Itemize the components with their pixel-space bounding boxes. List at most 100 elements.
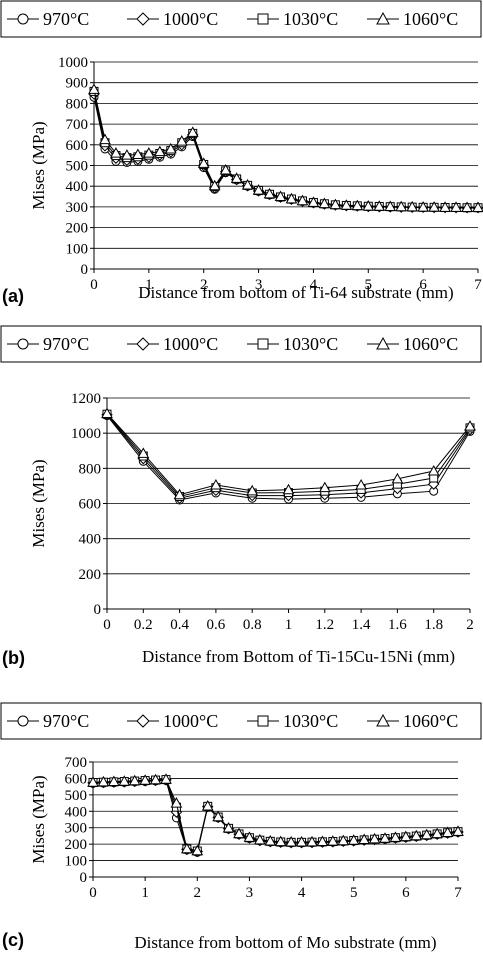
data-point (318, 481, 331, 493)
data-point (88, 83, 100, 94)
x-tick-label: 1.6 (388, 617, 407, 633)
data-point (191, 844, 204, 856)
data-point (143, 147, 155, 158)
chart-panel-c: 970°C 1000°C 1030°C 1060°C01002003004005006… (0, 702, 482, 952)
legend-marker-circle (17, 715, 29, 727)
data-point (441, 826, 454, 837)
data-point (108, 775, 120, 787)
legend: 970°C 1000°C 1030°C 1060°C (0, 702, 482, 740)
chart-panel-b: 970°C 1000°C 1030°C 1060°C 0 200 400 600 800 1000… (0, 325, 482, 668)
data-point (170, 797, 183, 808)
x-tick-label: 3 (246, 885, 254, 901)
data-point (400, 830, 412, 842)
data-point (472, 201, 483, 213)
y-tick-label: 100 (65, 854, 88, 870)
x-tick-label: 0 (90, 277, 98, 293)
data-point (337, 834, 350, 846)
data-point (243, 831, 256, 842)
data-point (355, 479, 367, 490)
x-tick-label: 3 (255, 277, 263, 293)
y-tick-label: 1000 (58, 55, 88, 71)
y-tick-label: 800 (66, 96, 89, 112)
data-point (175, 135, 188, 146)
y-tick-label: 0 (81, 262, 89, 278)
chart-panel-a: 970°C 1000°C 1030°C 1060°C 0 100 200 300 400 500 6… (0, 0, 483, 306)
data-point (379, 832, 391, 843)
legend-label: 970°C (43, 9, 89, 29)
y-tick-label: 400 (66, 179, 89, 195)
data-point (295, 835, 308, 847)
x-tick-label: 1 (141, 885, 149, 901)
legend-marker-square (257, 715, 269, 727)
data-point (450, 201, 462, 212)
data-point (417, 201, 429, 212)
data-point (318, 197, 331, 209)
data-point (329, 198, 342, 210)
legend-marker-square (257, 13, 269, 25)
legend-label: 1030°C (283, 9, 338, 29)
x-tick-label: 1.8 (424, 617, 443, 633)
data-point (181, 842, 193, 854)
x-tick-label: 2 (194, 885, 202, 901)
data-point (210, 479, 222, 490)
data-point (97, 775, 110, 787)
x-axis-label: Distance from bottom of Mo substrate (mm… (134, 933, 436, 952)
data-point (358, 833, 370, 845)
data-point (99, 133, 111, 145)
data-point (431, 827, 443, 839)
x-tick-label: 0.6 (207, 617, 226, 633)
y-tick-label: 600 (79, 497, 102, 513)
data-point (368, 832, 381, 844)
x-tick-label: 0.4 (170, 617, 189, 633)
y-tick-label: 1000 (71, 426, 101, 442)
legend-label: 1060°C (403, 711, 458, 731)
y-tick-label: 1200 (71, 391, 101, 407)
data-point (132, 148, 144, 160)
data-point (118, 775, 131, 786)
data-point (208, 179, 221, 191)
data-point (307, 196, 320, 207)
legend-marker-diamond (136, 337, 150, 351)
y-tick-label: 600 (65, 771, 88, 787)
data-point (362, 200, 375, 211)
x-tick-label: 4 (298, 885, 306, 901)
data-point (274, 190, 287, 202)
x-tick-label: 1.4 (352, 617, 371, 633)
data-point (391, 472, 404, 484)
legend-box (0, 325, 482, 363)
data-point (282, 483, 295, 495)
data-point (373, 200, 386, 211)
y-tick-label: 500 (66, 159, 89, 175)
data-point (340, 199, 353, 210)
data-point (285, 192, 298, 204)
y-axis-label: Mises (MPa) (29, 121, 48, 209)
y-tick-label: 400 (65, 804, 88, 820)
data-point (137, 447, 150, 458)
legend-marker-diamond (136, 714, 150, 728)
series-line (106, 413, 471, 496)
y-tick-label: 500 (65, 788, 88, 804)
data-point (222, 822, 235, 833)
y-tick-label: 0 (94, 602, 102, 618)
y-axis-label: Mises (MPa) (29, 459, 48, 547)
x-tick-label: 5 (350, 885, 358, 901)
y-tick-label: 400 (79, 532, 102, 548)
x-tick-label: 7 (474, 277, 482, 293)
y-tick-label: 300 (65, 821, 88, 837)
data-point (296, 194, 309, 206)
data-point (406, 200, 419, 212)
y-tick-label: 300 (66, 200, 89, 216)
series-line (93, 89, 478, 208)
series-triangle (101, 407, 476, 500)
legend-marker-circle (17, 13, 29, 25)
data-point (164, 142, 177, 154)
data-point (149, 773, 162, 785)
x-tick-label: 6 (419, 277, 427, 293)
y-axis-label: Mises (MPa) (29, 775, 48, 863)
data-point (439, 201, 451, 212)
legend-label: 1000°C (163, 334, 218, 354)
data-point (427, 464, 440, 476)
y-tick-label: 600 (66, 138, 89, 154)
